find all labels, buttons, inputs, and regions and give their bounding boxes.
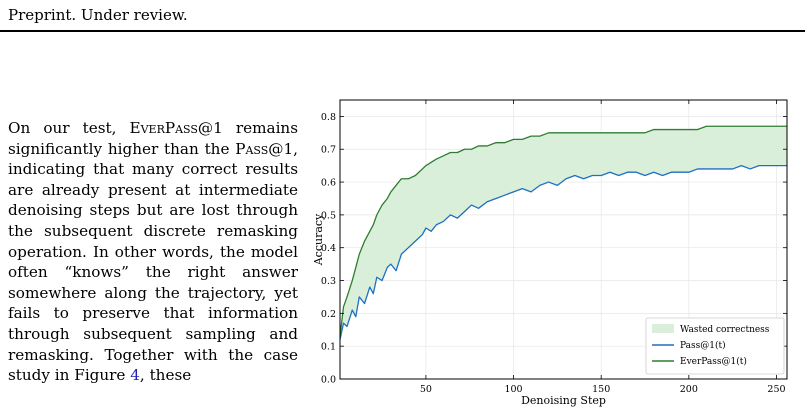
legend-swatch-fill	[652, 324, 674, 333]
y-tick-label: 0.2	[321, 309, 336, 320]
plot-frame	[339, 99, 788, 380]
body-paragraph: On our test, EverPass@1 remains signific…	[8, 118, 298, 386]
y-tick-label: 0.5	[321, 210, 336, 221]
series-lines	[339, 125, 787, 340]
chart-figure: 0.0 0.1 0.2 0.3 0.4 0.5 0.6 0.7 0.8 50 100 150 200 25…	[312, 96, 794, 420]
series-line-0	[339, 165, 787, 340]
y-tick-label: 0.4	[321, 243, 336, 254]
x-axis-label: Denoising Step	[521, 394, 606, 407]
header-rule	[0, 30, 805, 32]
series-line-1	[339, 125, 787, 337]
legend-label-fill: Wasted correctness	[680, 325, 770, 335]
x-tick-label: 250	[767, 384, 785, 395]
y-tick-label: 0.3	[321, 276, 336, 287]
y-tick-label: 0.7	[321, 145, 336, 156]
accuracy-chart: 0.0 0.1 0.2 0.3 0.4 0.5 0.6 0.7 0.8 50 100 150 200 25…	[312, 99, 788, 407]
x-tick-label: 100	[504, 384, 522, 395]
figure-reference-link[interactable]: 4	[130, 366, 140, 385]
metric-pass: Pass@1	[235, 139, 294, 158]
legend-label-series-0: Pass@1(t)	[680, 340, 726, 351]
legend: Wasted correctness Pass@1(t) EverPass@1(…	[645, 317, 785, 375]
paragraph-text: On our test,	[8, 119, 130, 137]
page-header: Preprint. Under review.	[8, 6, 188, 24]
metric-everpass: EverPass@1	[129, 119, 223, 137]
y-tick-label: 0.1	[321, 342, 336, 353]
axis-ticks: 0.0 0.1 0.2 0.3 0.4 0.5 0.6 0.7 0.8 50 100 150 200 25…	[321, 100, 787, 395]
y-axis-label: Accuracy	[314, 213, 325, 266]
paragraph-text: , indicating that many correct results a…	[8, 139, 298, 385]
paragraph-text: , these	[139, 366, 192, 385]
x-tick-label: 50	[420, 384, 432, 395]
x-tick-label: 200	[680, 384, 698, 395]
x-tick-label: 150	[592, 384, 610, 395]
y-tick-label: 0.6	[321, 178, 336, 189]
y-tick-label: 0.8	[321, 112, 336, 123]
y-tick-label: 0.0	[321, 375, 336, 386]
legend-box	[645, 317, 785, 375]
paragraph-text: remains significantly higher than the	[8, 119, 298, 158]
legend-label-series-1: EverPass@1(t)	[680, 356, 747, 367]
wasted-correctness-area	[340, 126, 787, 340]
